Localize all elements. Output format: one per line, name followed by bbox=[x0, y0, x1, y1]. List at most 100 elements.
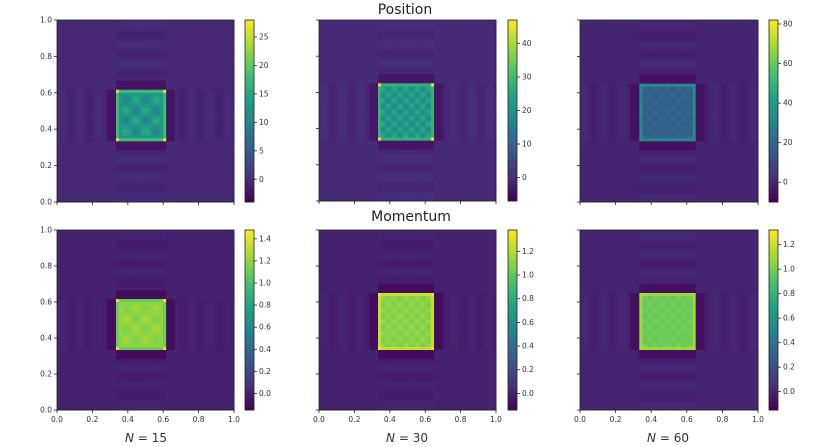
plot-frame bbox=[318, 229, 497, 411]
heatmap-panel-position-n15: 0.0 0.2 0.4 0.6 0.8 1.0 0 5 10 15 20 25 bbox=[40, 16, 269, 207]
x-tick-label: 0.0 bbox=[313, 415, 325, 424]
colorbar-tick-label: 1.2 bbox=[522, 247, 534, 256]
heatmap-cells bbox=[57, 230, 235, 411]
y-tick-label: 1.0 bbox=[40, 16, 52, 25]
plot-frame bbox=[579, 229, 759, 411]
plot-frame bbox=[318, 19, 497, 202]
column-label-n15: N = 15 bbox=[125, 431, 167, 445]
colorbar-tick-label: 0.0 bbox=[522, 389, 534, 398]
x-tick-label: 0.8 bbox=[193, 415, 205, 424]
heatmap-cells bbox=[319, 230, 497, 411]
x-tick-label: 0.6 bbox=[157, 415, 169, 424]
colorbar-tick-label: 40 bbox=[522, 39, 532, 48]
colorbar-tick-label: 0.6 bbox=[522, 318, 534, 327]
colorbar-tick-label: 0 bbox=[783, 178, 788, 187]
heatmap-panels: 0.0 0.2 0.4 0.6 0.8 1.0 0 5 10 15 20 25 0 10 20 30 40 0 20… bbox=[40, 16, 795, 425]
y-tick-label: 0.0 bbox=[40, 198, 52, 207]
colorbar-tick-label: 10 bbox=[259, 118, 269, 127]
colorbar-tick-label: 0.6 bbox=[259, 323, 271, 332]
heatmap-cells bbox=[57, 20, 235, 203]
x-tick-label: 0.0 bbox=[574, 415, 586, 424]
colorbar-frame bbox=[768, 19, 779, 203]
colorbar-tick-label: 80 bbox=[783, 19, 793, 28]
x-tick-label: 1.0 bbox=[752, 415, 764, 424]
y-tick-label: 0.0 bbox=[40, 406, 52, 415]
colorbar-frame bbox=[507, 229, 518, 411]
colorbar-tick-label: 1.2 bbox=[783, 240, 795, 249]
colorbar: 0 10 20 30 40 bbox=[507, 19, 532, 202]
colorbar-tick-label: 0.4 bbox=[783, 338, 795, 347]
y-tick-label: 0.8 bbox=[40, 262, 52, 271]
x-tick-label: 0.2 bbox=[86, 415, 98, 424]
colorbar: 0.0 0.2 0.4 0.6 0.8 1.0 1.2 bbox=[507, 229, 534, 411]
y-tick-label: 0.6 bbox=[40, 88, 52, 97]
y-tick-label: 0.4 bbox=[40, 334, 52, 343]
colorbar-tick-label: 20 bbox=[522, 106, 532, 115]
heatmap-cells bbox=[580, 20, 759, 203]
plot-frame bbox=[56, 229, 235, 411]
colorbar-tick-label: 0.6 bbox=[783, 314, 795, 323]
x-tick-label: 0.8 bbox=[716, 415, 728, 424]
heatmap-cells bbox=[580, 230, 759, 411]
colorbar-frame bbox=[244, 19, 255, 203]
plot-frame bbox=[579, 19, 759, 203]
colorbar-tick-label: 20 bbox=[783, 138, 793, 147]
x-tick-label: 0.6 bbox=[681, 415, 693, 424]
colorbar: 0 20 40 60 80 bbox=[768, 19, 793, 203]
colorbar-tick-label: 0 bbox=[522, 173, 527, 182]
colorbar-tick-label: 0.0 bbox=[259, 389, 271, 398]
colorbar: 0.0 0.2 0.4 0.6 0.8 1.0 1.2 1.4 bbox=[244, 229, 271, 411]
row-title-momentum: Momentum bbox=[371, 209, 451, 225]
colorbar-tick-label: 0 bbox=[259, 175, 264, 184]
column-label-n60: N = 60 bbox=[647, 431, 689, 445]
colorbar-tick-label: 0.2 bbox=[522, 365, 534, 374]
colorbar-tick-label: 0.8 bbox=[783, 289, 795, 298]
x-tick-label: 0.4 bbox=[645, 415, 657, 424]
colorbar-tick-label: 10 bbox=[522, 140, 532, 149]
colorbar-tick-label: 0.4 bbox=[522, 342, 534, 351]
colorbar: 0 5 10 15 20 25 bbox=[244, 19, 269, 203]
heatmap-panel-momentum-n30: 0.0 0.2 0.4 0.6 0.8 1.0 0.0 0.2 0.4 0.6 0.8 1.0 1.2 bbox=[313, 229, 534, 424]
x-tick-label: 1.0 bbox=[228, 415, 240, 424]
x-tick-label: 0.6 bbox=[419, 415, 431, 424]
colorbar-tick-label: 60 bbox=[783, 59, 793, 68]
plot-frame bbox=[56, 19, 235, 203]
heatmap-cells bbox=[319, 20, 497, 202]
heatmap-panel-momentum-n60: 0.0 0.2 0.4 0.6 0.8 1.0 0.0 0.2 0.4 0.6 0.8 1.0 1.2 bbox=[574, 229, 795, 424]
colorbar-tick-label: 0.0 bbox=[783, 387, 795, 396]
colorbar-tick-label: 25 bbox=[259, 33, 269, 42]
colorbar-tick-label: 0.8 bbox=[259, 301, 271, 310]
colorbar-frame bbox=[768, 229, 779, 411]
y-tick-label: 0.2 bbox=[40, 161, 52, 170]
heatmap-panel-position-n30: 0 10 20 30 40 bbox=[316, 19, 532, 204]
x-tick-label: 0.2 bbox=[348, 415, 360, 424]
colorbar-tick-label: 5 bbox=[259, 146, 264, 155]
y-tick-label: 1.0 bbox=[40, 226, 52, 235]
y-tick-label: 0.2 bbox=[40, 370, 52, 379]
x-tick-label: 0.4 bbox=[122, 415, 134, 424]
x-tick-label: 0.4 bbox=[384, 415, 396, 424]
colorbar-tick-label: 40 bbox=[783, 99, 793, 108]
colorbar-tick-label: 0.8 bbox=[522, 294, 534, 303]
column-label-n30: N = 30 bbox=[386, 431, 428, 445]
colorbar-tick-label: 15 bbox=[259, 89, 269, 98]
y-tick-label: 0.8 bbox=[40, 52, 52, 61]
colorbar-frame bbox=[244, 229, 255, 411]
x-tick-label: 0.0 bbox=[51, 415, 63, 424]
colorbar-tick-label: 0.2 bbox=[259, 367, 271, 376]
colorbar-tick-label: 30 bbox=[522, 72, 532, 81]
y-tick-label: 0.4 bbox=[40, 125, 52, 134]
row-title-position: Position bbox=[378, 2, 433, 18]
colorbar-tick-label: 1.0 bbox=[783, 265, 795, 274]
colorbar-tick-label: 20 bbox=[259, 61, 269, 70]
colorbar-tick-label: 0.2 bbox=[783, 363, 795, 372]
heatmap-panel-position-n60: 0 20 40 60 80 bbox=[577, 19, 793, 205]
y-tick-label: 0.6 bbox=[40, 298, 52, 307]
colorbar-tick-label: 1.0 bbox=[259, 279, 271, 288]
colorbar-tick-label: 1.0 bbox=[522, 271, 534, 280]
colorbar-tick-label: 1.2 bbox=[259, 256, 271, 265]
heatmap-panel-momentum-n15: 0.0 0.2 0.4 0.6 0.8 1.0 0.0 0.2 0.4 0.6 0.8 1.0 0.0 0… bbox=[40, 226, 271, 425]
colorbar: 0.0 0.2 0.4 0.6 0.8 1.0 1.2 bbox=[768, 229, 795, 411]
x-tick-label: 0.8 bbox=[455, 415, 467, 424]
